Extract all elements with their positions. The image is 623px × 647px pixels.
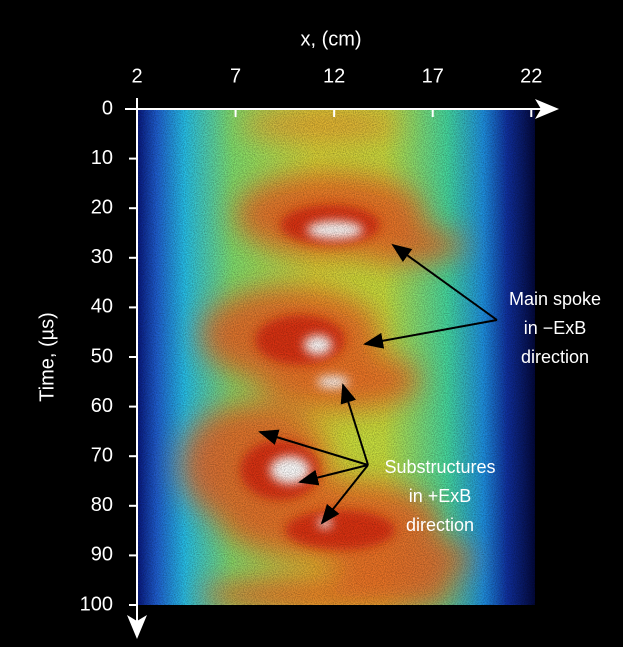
annotation-text: Main spoke [509,289,601,309]
y-tick-label: 70 [91,444,113,466]
y-tick-label: 0 [102,97,113,119]
x-tick-label: 7 [230,65,241,87]
y-tick-label: 80 [91,494,113,516]
y-tick-label: 20 [91,196,113,218]
y-tick-label: 100 [80,593,113,615]
y-tick-label: 90 [91,544,113,566]
x-tick-label: 2 [131,65,142,87]
x-tick-label: 12 [323,65,345,87]
heatmap [137,109,535,605]
y-tick-label: 40 [91,296,113,318]
y-tick-label: 10 [91,147,113,169]
annotation-text: direction [521,347,589,367]
annotation-text: direction [406,515,474,535]
y-tick-label: 60 [91,395,113,417]
annotation-text: in −ExB [524,318,587,338]
y-tick-label: 50 [91,345,113,367]
x-axis-label: x, (cm) [300,28,361,50]
annotation-text: in +ExB [409,486,472,506]
y-axis-label: Time, (µs) [36,312,58,402]
y-tick-label: 30 [91,246,113,268]
x-tick-label: 17 [422,65,444,87]
annotation-text: Substructures [384,457,495,477]
annotation-arrows [258,243,498,525]
x-tick-label: 22 [520,65,542,87]
